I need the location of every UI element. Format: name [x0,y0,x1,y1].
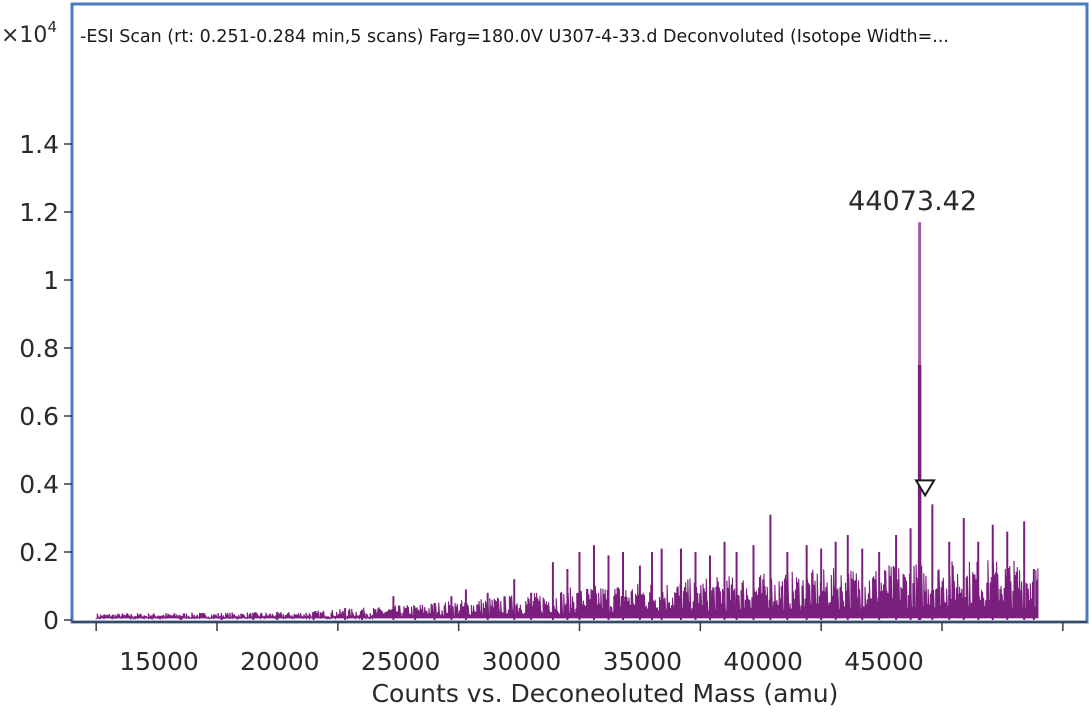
x-axis-title: Counts vs. Deconeoluted Mass (amu) [372,679,839,708]
x-tick-label: 35000 [603,647,683,676]
y-tick-label: 0.8 [19,334,59,363]
y-tick-label: 1 [43,266,59,295]
y-tick-label: 1.2 [19,198,59,227]
x-tick-label: 15000 [119,647,199,676]
spectrum-series [95,222,1039,621]
x-axis-ticks: 15000 20000 25000 30000 35000 40000 45000 [95,622,1064,676]
peak-label: 44073.42 [848,186,977,217]
x-tick-label: 25000 [361,647,441,676]
y-tick-label: 0 [43,606,59,635]
y-tick-label: 0.6 [19,402,59,431]
peak-marker [914,479,936,498]
y-scale-label: ×104 [1,18,57,48]
chart-title: -ESI Scan (rt: 0.251-0.284 min,5 scans) … [80,27,949,47]
y-tick-label: 0.2 [19,538,59,567]
x-tick-label: 45000 [844,647,924,676]
x-tick-label: 20000 [240,647,320,676]
plot-frame [70,2,1089,624]
x-tick-label: 30000 [482,647,562,676]
y-axis-ticks: 0 0.2 0.4 0.6 0.8 1 1.2 1.4 [19,130,72,635]
x-tick-label: 40000 [723,647,803,676]
y-tick-label: 0.4 [19,470,59,499]
y-tick-label: 1.4 [19,130,59,159]
y-scale-exponent: 4 [47,18,57,36]
